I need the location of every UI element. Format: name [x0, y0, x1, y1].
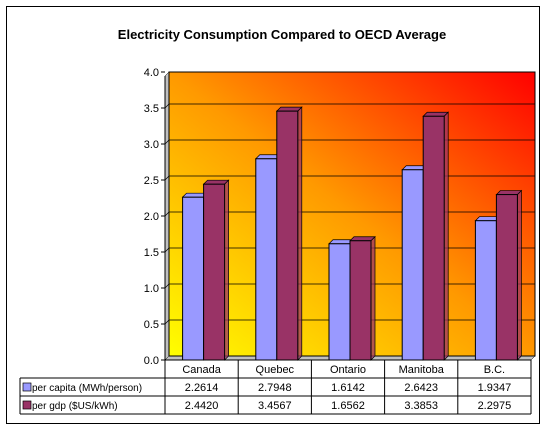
y-tick-label: 1.5: [144, 247, 159, 259]
gridline-side: [164, 211, 170, 217]
gridline-side: [164, 247, 170, 253]
bar-side: [224, 179, 229, 361]
legend-label: per capita (MWh/person): [32, 383, 142, 394]
data-label: 2.6423: [404, 382, 438, 394]
bar: [349, 240, 372, 361]
gridline-side: [164, 283, 170, 289]
x-tick-label: Quebec: [256, 364, 295, 376]
bar: [203, 183, 226, 361]
bar: [495, 194, 518, 361]
data-label: 2.2975: [478, 400, 512, 412]
bar: [276, 110, 299, 361]
data-label: 2.2614: [185, 382, 219, 394]
y-tick-label: 2.0: [144, 211, 159, 223]
x-tick-label: Manitoba: [399, 364, 445, 376]
legend-swatch: [22, 400, 32, 410]
bar: [474, 220, 497, 361]
gridline-side: [164, 319, 170, 325]
data-label: 3.3853: [404, 400, 438, 412]
data-label: 2.4420: [185, 400, 219, 412]
y-tick-label: 1.0: [144, 283, 159, 295]
data-label: 1.9347: [478, 382, 512, 394]
data-label: 3.4567: [258, 400, 292, 412]
data-label: 1.6142: [331, 382, 365, 394]
x-tick-label: B.C.: [484, 364, 505, 376]
x-tick-label: Canada: [182, 364, 221, 376]
gridline-side: [164, 175, 170, 181]
chart-title: Electricity Consumption Compared to OECD…: [118, 27, 446, 42]
legend-label: per gdp ($US/kWh): [32, 401, 118, 412]
bar-side: [517, 189, 522, 361]
y-tick-label: 2.5: [144, 175, 159, 187]
gridline-side: [164, 139, 170, 145]
y-tick-label: 3.5: [144, 103, 159, 115]
bar-side: [370, 235, 376, 361]
bar: [422, 115, 445, 361]
legend-swatch: [22, 382, 32, 392]
data-label: 2.7948: [258, 382, 292, 394]
data-label: 1.6562: [331, 400, 365, 412]
bar: [182, 196, 205, 361]
bar: [328, 243, 351, 361]
bar: [401, 169, 424, 361]
plot-side-wall: [164, 71, 170, 361]
y-tick-label: 0.0: [144, 355, 159, 367]
y-tick-label: 3.0: [144, 139, 159, 151]
x-tick-label: Ontario: [330, 364, 366, 376]
bar-side: [297, 106, 303, 361]
y-tick-label: 4.0: [144, 67, 159, 79]
bar: [255, 158, 278, 361]
bar-side: [443, 111, 449, 361]
y-tick-label: 0.5: [144, 319, 159, 331]
gridline-side: [164, 103, 170, 109]
